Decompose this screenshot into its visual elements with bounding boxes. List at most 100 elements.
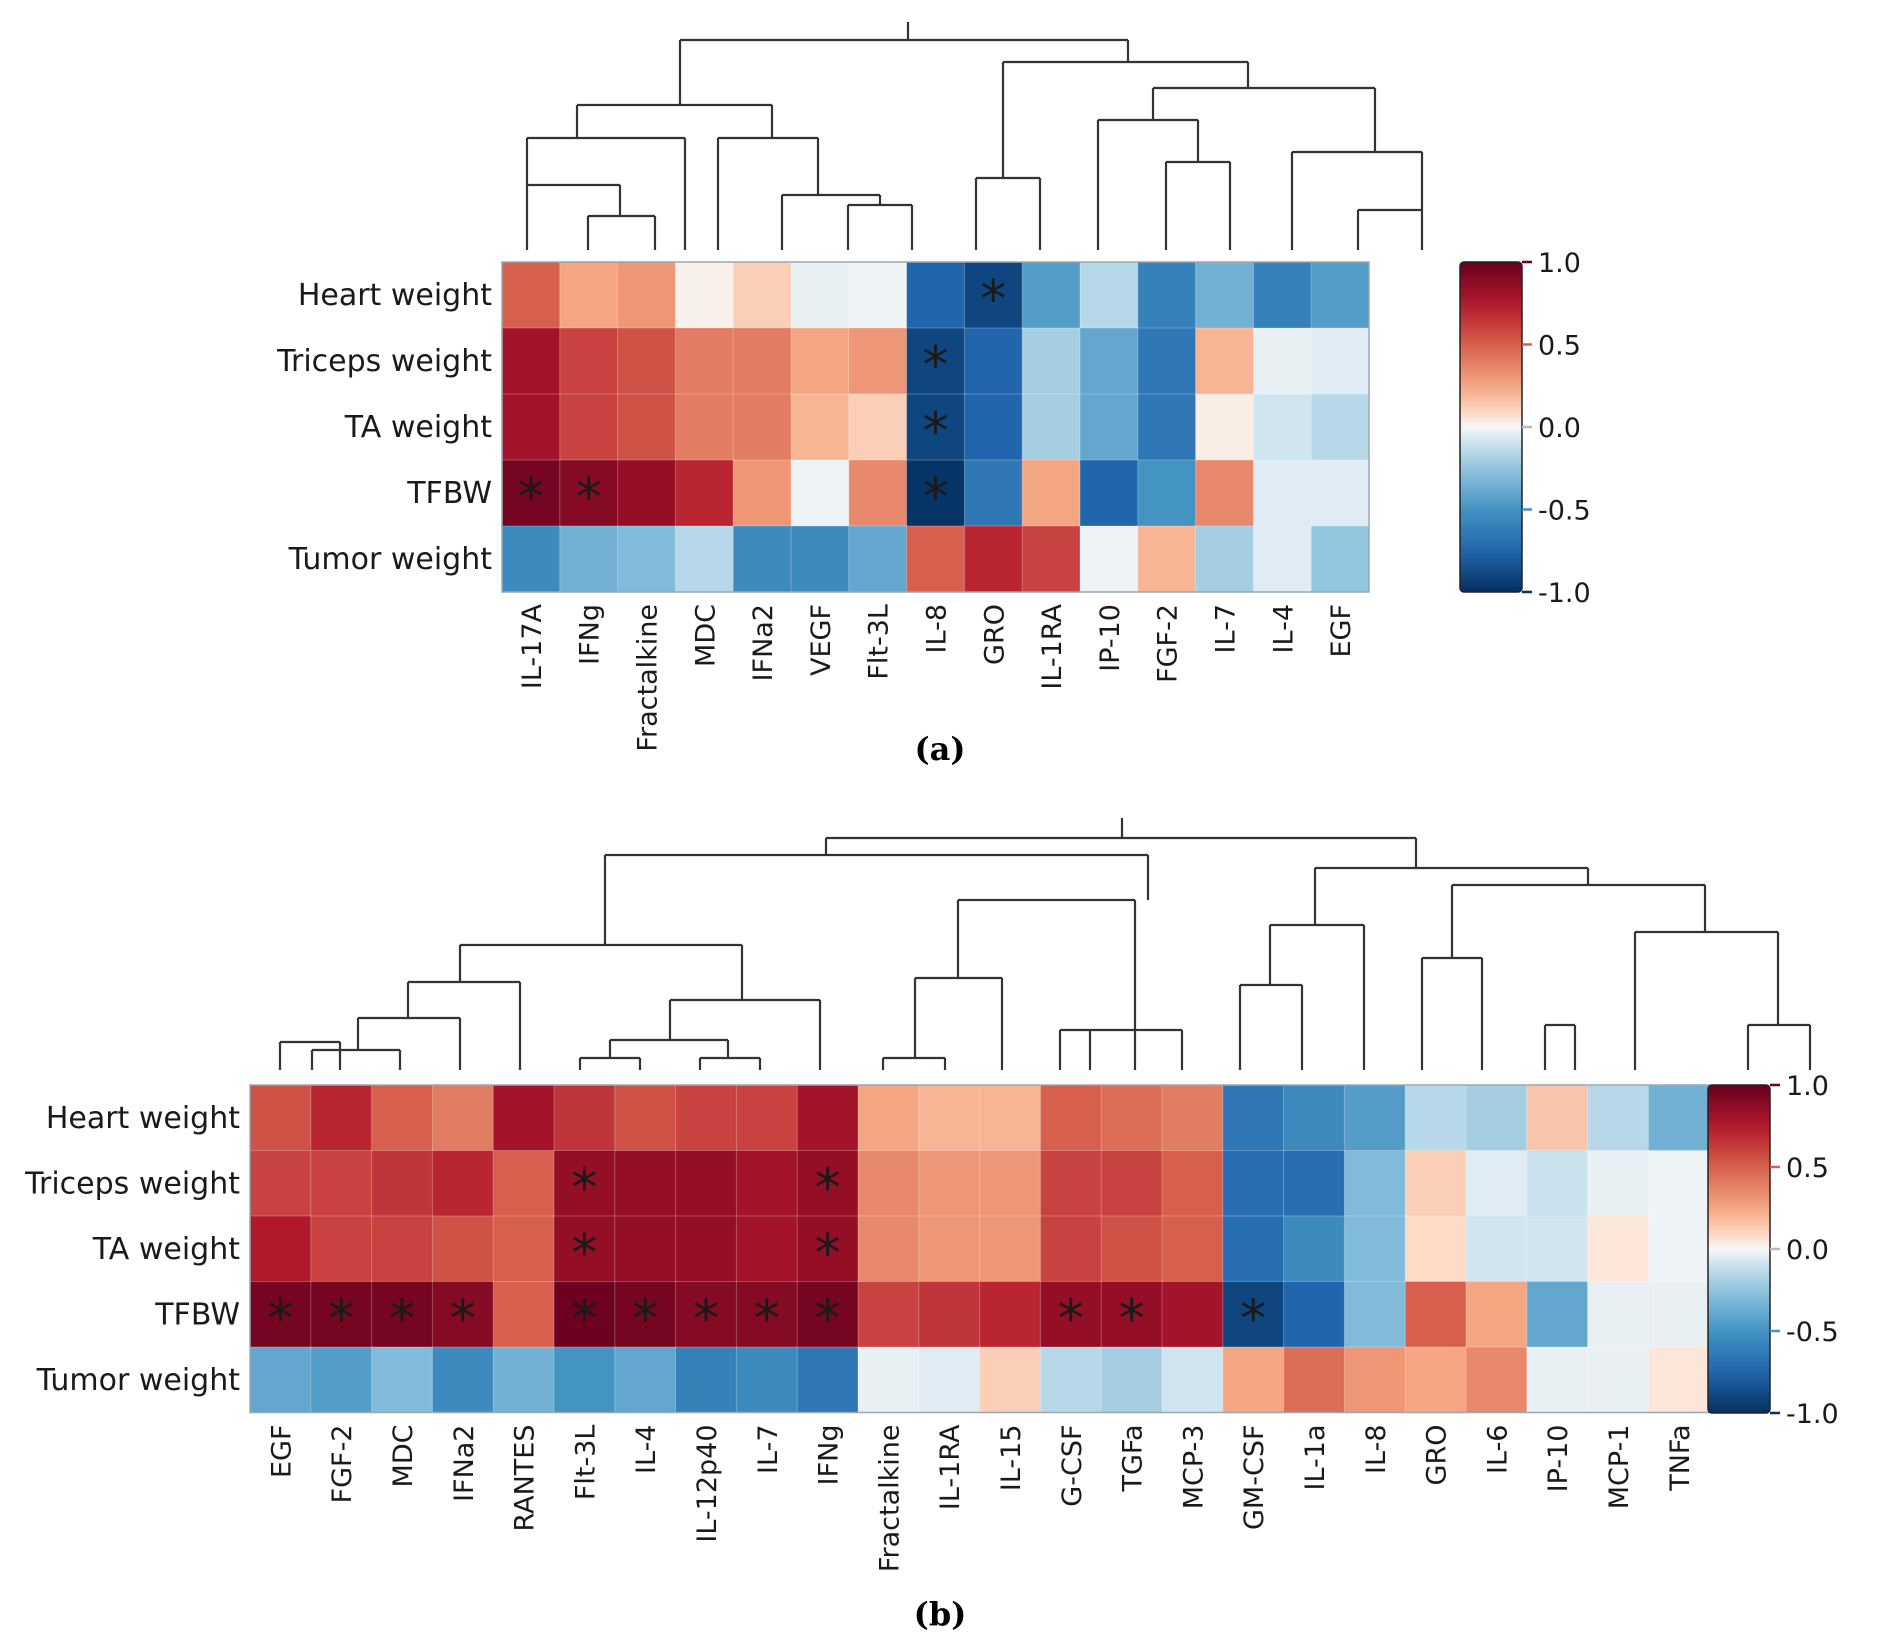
heatmap-cell-tfbw-g-csf [1039,1281,1103,1348]
significance-marker: * [923,468,949,528]
heatmap-border [501,261,1370,593]
heatmap-cell-heart-weight-mdc [371,1084,434,1152]
column-label: GM-CSF [1239,1425,1270,1530]
heatmap-cell-tfbw-egf [249,1281,312,1348]
heatmap-cell-triceps-weight-fractalkine [617,327,677,395]
heatmap-cell-ta-weight-il-4 [614,1215,677,1283]
heatmap-cell-tfbw-fractalkine [617,459,677,527]
heatmap-cell-tumor-weight-il-15 [979,1346,1042,1414]
heatmap-cell-ta-weight-ifna2 [732,393,793,461]
significance-marker: * [571,1289,597,1349]
heatmap-cell-tfbw-ifng [796,1281,860,1348]
significance-marker: * [1240,1289,1266,1349]
heatmap-cell-ta-weight-tgfa [1100,1215,1163,1283]
heatmap-cell-triceps-weight-il-4 [1252,327,1313,395]
heatmap-cell-tumor-weight-ifna2 [431,1346,495,1414]
heatmap-cell-tfbw-vegf [790,459,850,527]
heatmap-cell-tfbw-tgfa [1100,1281,1163,1348]
significance-marker: * [754,1289,780,1349]
heatmap-cell-ta-weight-g-csf [1039,1215,1103,1283]
heatmap-cell-ta-weight-ip-10 [1079,393,1139,461]
heatmap-cell-triceps-weight-fgf-2 [310,1150,373,1217]
heatmap-cell-heart-weight-ifna2 [431,1084,495,1152]
heatmap-cell-ta-weight-tnfa [1647,1215,1711,1283]
heatmap-cell-ta-weight-il-1a [1283,1215,1346,1283]
row-label: TFBW [154,1297,240,1332]
heatmap-cell-heart-weight-il-1a [1283,1084,1346,1152]
heatmap-cell-tumor-weight-fractalkine [857,1346,920,1414]
heatmap-cell-heart-weight-rantes [492,1084,556,1152]
heatmap-cell-tfbw-fgf-2 [1137,459,1197,527]
heatmap-cell-tfbw-fractalkine [857,1281,920,1348]
heatmap-cell-heart-weight-il-17a [501,261,561,329]
heatmap-cell-tfbw-il-15 [979,1281,1042,1348]
significance-marker: * [693,1289,719,1349]
heatmap-cell-heart-weight-ip-10 [1526,1084,1589,1152]
colorbar-tick-label: 0.5 [1538,331,1581,362]
heatmap-cell-ta-weight-ifna2 [431,1215,495,1283]
column-label: IFNg [814,1425,845,1486]
column-label: IL-4 [631,1425,662,1474]
heatmap-cell-triceps-weight-il-1ra [1021,327,1082,395]
heatmap-cell-heart-weight-flt-3l [848,261,908,329]
dendrogram [525,22,1424,250]
row-label: Triceps weight [24,1166,240,1201]
heatmap-cell-ta-weight-mdc [371,1215,434,1283]
heatmap-cell-heart-weight-il-8 [1343,1084,1407,1152]
significance-marker: * [1119,1289,1145,1349]
column-label: TGFa [1118,1425,1149,1493]
heatmap-cell-heart-weight-il-6 [1465,1084,1528,1152]
heatmap-cell-tumor-weight-il-6 [1465,1346,1528,1414]
colorbar-tick-label: -0.5 [1786,1317,1839,1348]
heatmap-cell-heart-weight-vegf [790,261,850,329]
heatmap-cell-tumor-weight-il-4 [1252,525,1313,593]
heatmap-cell-tumor-weight-ip-10 [1079,525,1139,593]
heatmap-cell-ta-weight-gro [963,393,1024,461]
heatmap-cell-heart-weight-il-1ra [918,1084,981,1152]
heatmap-cell-tumor-weight-ip-10 [1526,1346,1589,1414]
heatmap-cell-tfbw-il-8 [906,459,966,527]
heatmap-cell-heart-weight-flt-3l [553,1084,616,1152]
heatmap-cell-heart-weight-mcp-1 [1587,1084,1650,1152]
heatmap-cell-triceps-weight-ip-10 [1079,327,1139,395]
significance-marker: * [571,1158,597,1218]
heatmap-cell-triceps-weight-egf [249,1150,312,1217]
column-label: TNFa [1665,1425,1696,1492]
heatmap-cell-tumor-weight-egf [1310,525,1370,593]
heatmap-cell-heart-weight-il-1ra [1021,261,1082,329]
heatmap-cell-triceps-weight-gro [963,327,1024,395]
significance-marker: * [267,1289,293,1349]
heatmap-cell-tumor-weight-gro [1404,1346,1467,1414]
colorbar-tick-label: 0.5 [1786,1153,1829,1184]
heatmap-cell-heart-weight-il-12p40 [675,1084,738,1152]
heatmap-cell-heart-weight-egf [249,1084,312,1152]
heatmap-cell-triceps-weight-rantes [492,1150,556,1217]
significance-marker: * [632,1289,658,1349]
heatmap-cell-heart-weight-ip-10 [1079,261,1139,329]
heatmap-cell-ta-weight-rantes [492,1215,556,1283]
column-label: IFNa2 [748,604,779,681]
heatmap-cell-heart-weight-il-7 [735,1084,799,1152]
heatmap-cell-triceps-weight-mcp-1 [1587,1150,1650,1217]
column-label: IL-15 [996,1425,1027,1492]
column-label: Flt-3L [570,1425,601,1501]
column-label: RANTES [510,1425,541,1532]
heatmap-cell-ta-weight-vegf [790,393,850,461]
heatmap-cell-tumor-weight-mcp-3 [1161,1346,1224,1414]
heatmap-cell-heart-weight-fgf-2 [310,1084,373,1152]
colorbar [1459,261,1523,593]
heatmap-cell-triceps-weight-il-6 [1465,1150,1528,1217]
heatmap-cell-tfbw-egf [1310,459,1370,527]
heatmap-cell-ta-weight-gro [1404,1215,1467,1283]
column-label: IP-10 [1543,1425,1574,1493]
heatmap-cell-tumor-weight-g-csf [1039,1346,1103,1414]
heatmap-cells [501,261,1370,593]
heatmap-cell-ta-weight-ip-10 [1526,1215,1589,1283]
heatmap-cell-tumor-weight-ifng [796,1346,860,1414]
heatmap-cell-triceps-weight-mcp-3 [1161,1150,1224,1217]
heatmap-cell-triceps-weight-ifna2 [732,327,793,395]
heatmap-cell-heart-weight-g-csf [1039,1084,1103,1152]
heatmap-cell-ta-weight-ifng [796,1215,860,1283]
colorbar-tick-label: -1.0 [1786,1399,1839,1430]
